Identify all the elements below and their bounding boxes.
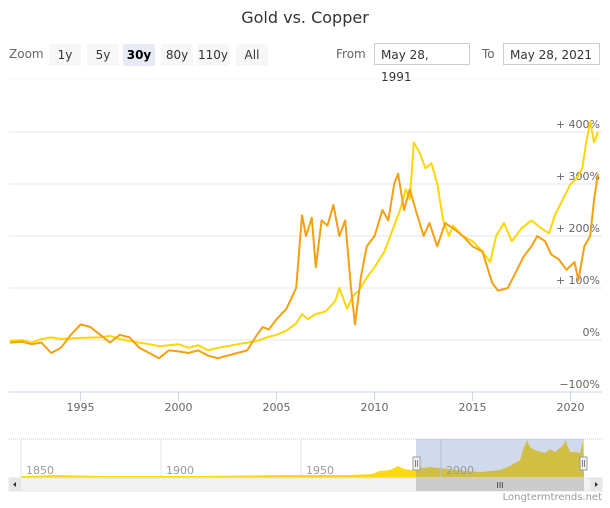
navigator-area [21, 440, 584, 478]
scroll-right-arrow-icon [595, 482, 598, 487]
x-tick-label: 2005 [263, 401, 291, 414]
credit-link[interactable]: Longtermtrends.net [502, 492, 602, 503]
navigator-selected-range[interactable] [416, 439, 584, 478]
copper-series-line [9, 172, 599, 360]
zoom-110y-button[interactable]: 110y [197, 44, 229, 66]
y-tick-label: + 200% [556, 222, 600, 235]
from-label: From [336, 47, 366, 61]
y-axis-labels: −100%0%+ 100%+ 200%+ 300%+ 400% [556, 118, 600, 391]
to-date-input[interactable]: May 28, 2021 [503, 43, 600, 65]
x-tick-label: 2020 [557, 401, 585, 414]
zoom-1y-button[interactable]: 1y [49, 44, 81, 66]
zoom-label: Zoom [9, 47, 44, 61]
gold-series-line [9, 120, 599, 352]
navigator-label-1850: 1850 [26, 464, 54, 477]
scrollbar-thumb[interactable] [416, 478, 584, 491]
navigator-label-1900: 1900 [166, 464, 194, 477]
zoom-30y-button[interactable]: 30y [123, 44, 155, 66]
x-axis-ticks: 1995 2000 2005 2010 2015 2020 [67, 392, 585, 414]
y-tick-label: −100% [559, 378, 600, 391]
zoom-80y-button[interactable]: 80y [161, 44, 193, 66]
navigator-label-2000: 2000 [446, 464, 474, 477]
x-tick-label: 2010 [361, 401, 389, 414]
x-tick-label: 1995 [67, 401, 95, 414]
zoom-all-button[interactable]: All [236, 44, 268, 66]
to-label: To [482, 47, 495, 61]
chart-title: Gold vs. Copper [241, 8, 369, 27]
navigator-left-handle[interactable] [412, 456, 421, 471]
y-tick-label: + 400% [556, 118, 600, 131]
x-tick-label: 2015 [459, 401, 487, 414]
x-tick-label: 2000 [165, 401, 193, 414]
navigator: 1850 1900 1950 2000 [9, 438, 602, 478]
scroll-left-arrow-icon [13, 482, 16, 487]
scrollbar[interactable]: III [8, 477, 603, 492]
navigator-right-handle[interactable] [579, 456, 588, 471]
zoom-5y-button[interactable]: 5y [87, 44, 119, 66]
navigator-label-1950: 1950 [306, 464, 334, 477]
y-tick-label: 0% [583, 326, 600, 339]
from-date-input[interactable]: May 28, 1991 [374, 43, 470, 84]
scrollbar-grip-icon: III [496, 481, 503, 490]
